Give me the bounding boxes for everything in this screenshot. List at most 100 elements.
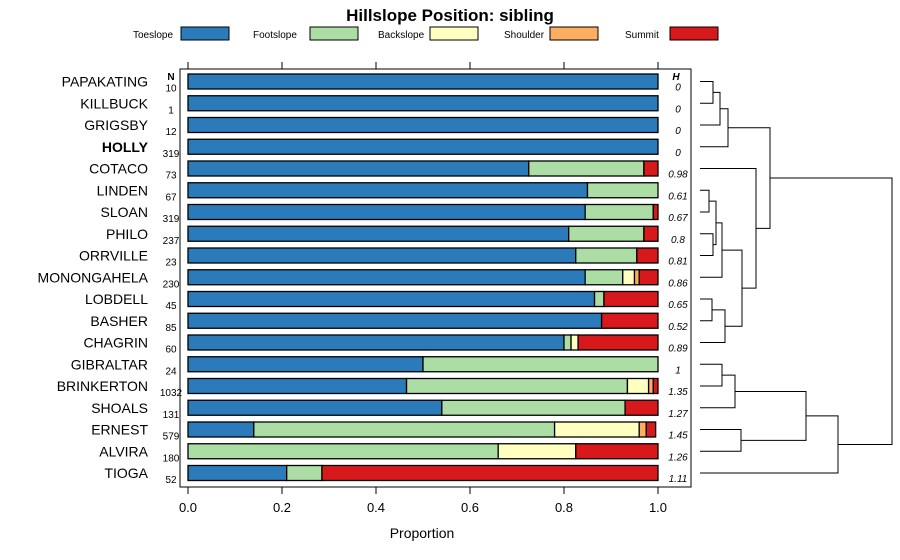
bar-segment-footslope xyxy=(286,464,323,482)
bar-segment-summit xyxy=(645,421,657,438)
plot-frame xyxy=(179,68,692,488)
bar-segment-summit xyxy=(652,203,659,221)
h-value: 1 xyxy=(675,365,681,376)
dendrogram-branch xyxy=(700,168,757,289)
bar-segment-toeslope xyxy=(187,356,424,373)
n-value: 230 xyxy=(163,279,180,290)
n-value: 579 xyxy=(163,432,180,443)
series-label: TIOGA xyxy=(104,465,148,481)
bar-segment-footslope xyxy=(253,421,556,438)
bar-segment-footslope xyxy=(575,247,638,264)
legend-label-toeslope: Toeslope xyxy=(133,30,173,41)
n-value: 1032 xyxy=(160,388,183,399)
dendrogram-branch xyxy=(700,429,742,452)
bar-segment-summit xyxy=(577,334,659,351)
bar-segment-footslope xyxy=(593,290,605,308)
bar-segment-toeslope xyxy=(187,421,255,438)
n-header: N xyxy=(167,72,174,83)
legend-swatch-summit xyxy=(669,26,719,41)
chart-title: Hillslope Position: sibling xyxy=(346,6,554,25)
n-value: 12 xyxy=(165,127,177,138)
bar-row-cotaco: COTACO 73 0.98 xyxy=(89,160,688,182)
bar-row-papakating: PAPAKATING 10 0 xyxy=(62,73,681,95)
bar-row-tioga: TIOGA 52 1.11 xyxy=(104,464,688,486)
bar-segment-toeslope xyxy=(187,182,589,199)
dendrogram-branch xyxy=(700,374,736,409)
series-label: COTACO xyxy=(89,161,148,177)
bar-segment-footslope xyxy=(422,356,659,373)
bar-row-sloan: SLOAN 319 0.67 xyxy=(101,203,688,225)
legend-swatch-shoulder xyxy=(549,26,599,41)
h-value: 1.26 xyxy=(668,452,688,463)
legend-label-summit: Summit xyxy=(625,30,659,41)
bar-segment-shoulder xyxy=(647,377,654,395)
bar-row-holly: HOLLY 319 0 xyxy=(102,138,681,160)
n-value: 180 xyxy=(163,453,180,464)
h-value: 0 xyxy=(675,83,681,94)
legend-swatch-footslope xyxy=(309,26,359,41)
h-header: H xyxy=(672,72,680,83)
legend-label-shoulder: Shoulder xyxy=(504,30,545,41)
dendrogram-branch xyxy=(700,415,839,474)
bar-segment-footslope xyxy=(568,225,645,242)
series-label: ORRVILLE xyxy=(79,248,148,264)
h-value: 1.45 xyxy=(668,431,688,442)
bar-row-linden: LINDEN 67 0.61 xyxy=(97,182,688,203)
series-label: HOLLY xyxy=(102,139,149,155)
bar-segment-summit xyxy=(643,160,659,177)
series-label: SLOAN xyxy=(101,204,148,220)
bar-row-gibraltar: GIBRALTAR 24 1 xyxy=(71,356,681,377)
n-value: 60 xyxy=(165,345,177,356)
series-label: ERNEST xyxy=(91,422,148,438)
h-value: 0.67 xyxy=(668,213,688,224)
bar-segment-backslope xyxy=(553,421,640,438)
legend-swatch-backslope xyxy=(429,26,479,41)
h-value: 1.27 xyxy=(668,409,688,420)
bar-segment-footslope xyxy=(584,269,624,286)
bar-row-brinkerton: BRINKERTON 1032 1.35 xyxy=(57,377,688,399)
h-value: 0.52 xyxy=(668,322,688,333)
bar-segment-toeslope xyxy=(187,247,577,264)
bar-row-alvira: ALVIRA 180 1.26 xyxy=(99,443,688,464)
dendrogram-branch xyxy=(700,91,721,126)
bar-segment-toeslope xyxy=(187,334,565,351)
bar-segment-toeslope xyxy=(187,290,596,308)
h-value: 1.11 xyxy=(669,474,688,485)
bar-segment-toeslope xyxy=(187,464,288,482)
bar-row-orrville: ORRVILLE 23 0.81 xyxy=(79,247,688,269)
bar-segment-backslope xyxy=(626,377,650,395)
bar-segment-summit xyxy=(600,312,659,329)
dendrogram-branch xyxy=(700,298,713,322)
bar-row-philo: PHILO 237 0.8 xyxy=(106,225,685,247)
n-value: 1 xyxy=(168,105,174,116)
bar-row-ernest: ERNEST 579 1.45 xyxy=(91,421,688,443)
series-label: MONONGAHELA xyxy=(38,269,149,285)
bar-segment-footslope xyxy=(441,399,626,416)
top-axis-ticks xyxy=(187,62,659,69)
bar-row-monongahela: MONONGAHELA 230 0.86 xyxy=(38,269,688,290)
bar-segment-footslope xyxy=(405,377,629,395)
bar-segment-summit xyxy=(643,225,659,242)
bar-segment-footslope xyxy=(586,182,659,199)
h-value: 0.98 xyxy=(668,170,688,181)
dendrogram-branch xyxy=(728,127,771,229)
bar-segment-toeslope xyxy=(187,399,443,416)
n-value: 319 xyxy=(163,214,180,225)
n-value: 73 xyxy=(165,171,177,182)
x-tick-label: 0.4 xyxy=(367,500,385,515)
bar-segment-backslope xyxy=(622,269,636,286)
h-value: 0.65 xyxy=(668,300,688,311)
bar-segment-toeslope xyxy=(187,377,408,395)
h-value: 0.8 xyxy=(671,235,685,246)
series-label: GRIGSBY xyxy=(84,117,148,133)
bar-segment-footslope xyxy=(584,203,654,221)
x-tick-label: 0.6 xyxy=(461,500,479,515)
legend-label-footslope: Footslope xyxy=(253,30,297,41)
h-value: 0.86 xyxy=(668,278,688,289)
bar-segment-toeslope xyxy=(187,138,659,155)
bar-segment-toeslope xyxy=(187,160,530,177)
bar-segment-footslope xyxy=(563,334,572,351)
x-tick-label: 0.8 xyxy=(555,500,573,515)
x-tick-label: 0.0 xyxy=(179,500,197,515)
